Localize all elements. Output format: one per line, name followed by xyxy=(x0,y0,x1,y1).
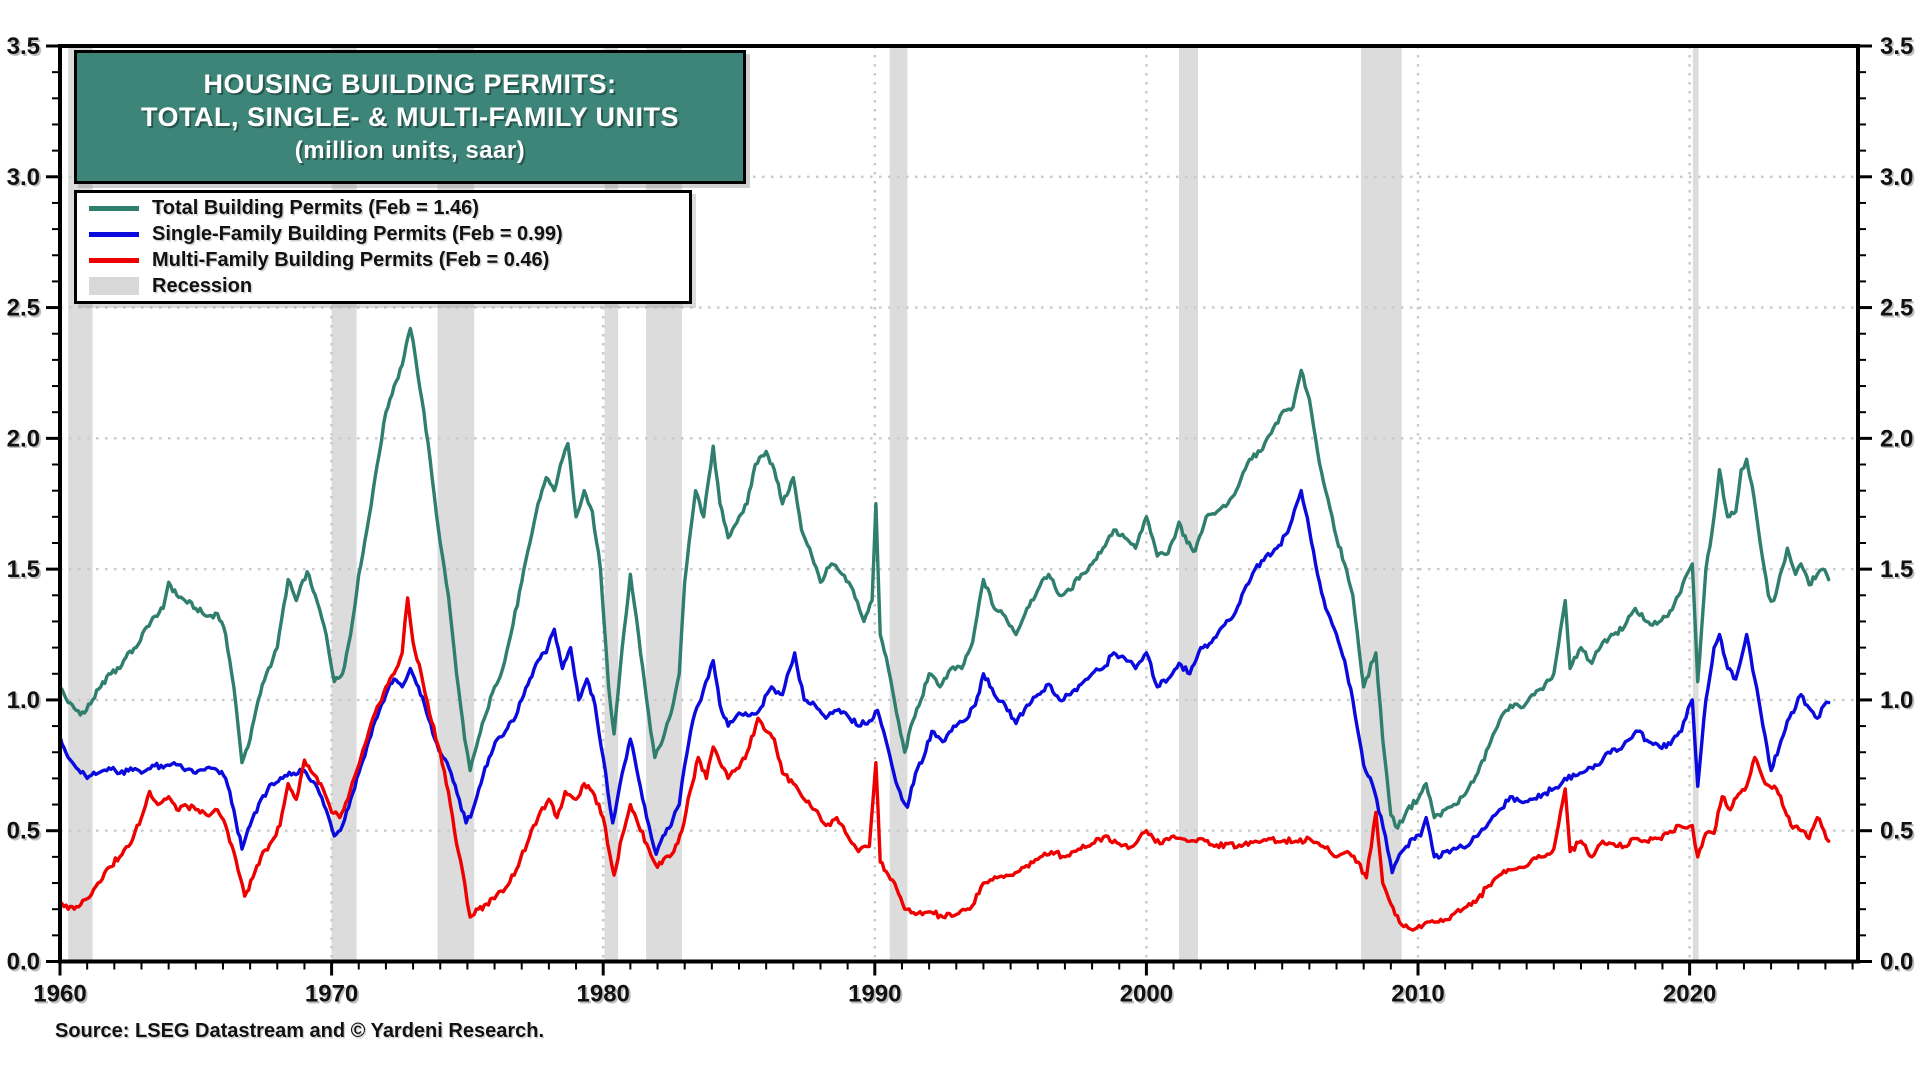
x-axis-label: 2020 xyxy=(1665,982,1718,1009)
recession-swatch xyxy=(89,277,139,295)
legend: Total Building Permits (Feb = 1.46) Singl… xyxy=(74,190,692,304)
multi-family-series-line xyxy=(58,596,1831,932)
y-axis-label-right: 2.0 xyxy=(1880,425,1913,452)
recession-band xyxy=(889,46,908,962)
chart-title-box: HOUSING BUILDING PERMITS: TOTAL, SINGLE-… xyxy=(74,50,746,184)
legend-label: Total Building Permits (Feb = 1.46) xyxy=(152,196,479,219)
x-axis-label: 1990 xyxy=(848,981,901,1008)
recession-band xyxy=(1360,46,1402,962)
y-axis-label-right: 1.5 xyxy=(1882,558,1915,585)
y-axis-label-left: 1.5 xyxy=(7,556,40,583)
y-axis-label-right: 1.5 xyxy=(1880,556,1913,583)
x-axis-label: 2010 xyxy=(1391,981,1444,1008)
x-axis-label: 2020 xyxy=(1663,981,1716,1008)
y-axis-label-right: 0.0 xyxy=(1882,950,1915,977)
line-swatch xyxy=(89,231,139,237)
axis-tick-labels: 0.00.0 0.00.00.50.5 0.50.51.01.0 1.01.01.51… xyxy=(7,33,1916,1009)
plot-frame xyxy=(58,44,1860,964)
x-axis-label: 1960 xyxy=(33,981,86,1008)
line-swatch xyxy=(89,205,139,211)
y-axis-label-left: 1.0 xyxy=(7,687,40,714)
x-axis-label: 1980 xyxy=(578,982,631,1009)
y-axis-label-right: 3.0 xyxy=(1880,164,1913,191)
y-axis-label-right: 1.0 xyxy=(1880,687,1913,714)
y-axis-label-left: 3.0 xyxy=(8,166,41,193)
y-axis-label-left: 2.0 xyxy=(7,425,40,452)
legend-label: Multi-Family Building Permits (Feb = 0.4… xyxy=(152,248,550,271)
chart-title-line-2: TOTAL, SINGLE- & MULTI-FAMILY UNITS xyxy=(141,101,679,132)
y-axis-label-right: 0.0 xyxy=(1880,949,1913,976)
source-credit: Source: LSEG Datastream and © Yardeni Re… xyxy=(55,1020,545,1042)
x-axis-label: 1980 xyxy=(577,981,630,1008)
chart-title-line-3: (million units, saar) xyxy=(294,136,526,164)
y-axis-label-right: 0.5 xyxy=(1882,820,1915,847)
line-swatch xyxy=(89,257,139,263)
legend-item-recession: Recession xyxy=(77,273,689,299)
y-axis-label-right: 2.5 xyxy=(1880,295,1913,322)
single-family-series-line xyxy=(58,488,1831,875)
legend-item-2: Multi-Family Building Permits (Feb = 0.4… xyxy=(77,247,689,273)
legend-item-0: Total Building Permits (Feb = 1.46) xyxy=(77,195,689,221)
y-axis-label-right: 3.0 xyxy=(1882,166,1915,193)
y-axis-label-left: 3.5 xyxy=(8,35,41,62)
chart-title-line-1: HOUSING BUILDING PERMITS: xyxy=(203,68,617,99)
y-axis-label-left: 3.0 xyxy=(7,164,40,191)
x-axis-label: 1990 xyxy=(850,982,903,1009)
x-axis-label: 1960 xyxy=(35,982,88,1009)
y-axis-label-left: 2.0 xyxy=(8,427,41,454)
x-axis-label: 1970 xyxy=(305,981,358,1008)
y-axis-label-left: 3.5 xyxy=(7,33,40,60)
y-axis-label-right: 3.5 xyxy=(1882,35,1915,62)
x-axis-label: 1970 xyxy=(307,982,360,1009)
legend-label: Recession xyxy=(152,274,253,297)
x-axis-label: 2000 xyxy=(1122,982,1175,1009)
legend-item-1: Single-Family Building Permits (Feb = 0.… xyxy=(77,221,689,247)
y-axis-label-left: 1.5 xyxy=(8,558,41,585)
y-axis-label-right: 0.5 xyxy=(1880,818,1913,845)
recession-band xyxy=(1178,46,1199,962)
y-axis-label-left: 0.5 xyxy=(7,818,40,845)
legend-label: Single-Family Building Permits (Feb = 0.… xyxy=(152,222,563,245)
axis-ticks xyxy=(46,44,1872,976)
y-axis-label-left: 0.0 xyxy=(8,950,41,977)
y-axis-label-left: 2.5 xyxy=(8,296,41,323)
x-axis-label: 2010 xyxy=(1393,982,1446,1009)
y-axis-label-right: 2.0 xyxy=(1882,427,1915,454)
y-axis-label-left: 1.0 xyxy=(8,689,41,716)
y-axis-label-right: 2.5 xyxy=(1882,296,1915,323)
y-axis-label-left: 0.5 xyxy=(8,820,41,847)
y-axis-label-right: 3.5 xyxy=(1880,33,1913,60)
y-axis-label-left: 2.5 xyxy=(7,295,40,322)
y-axis-label-left: 0.0 xyxy=(7,949,40,976)
total-series-line xyxy=(58,326,1831,830)
x-axis-label: 2000 xyxy=(1120,981,1173,1008)
recession-band xyxy=(1692,46,1699,962)
y-axis-label-right: 1.0 xyxy=(1882,689,1915,716)
